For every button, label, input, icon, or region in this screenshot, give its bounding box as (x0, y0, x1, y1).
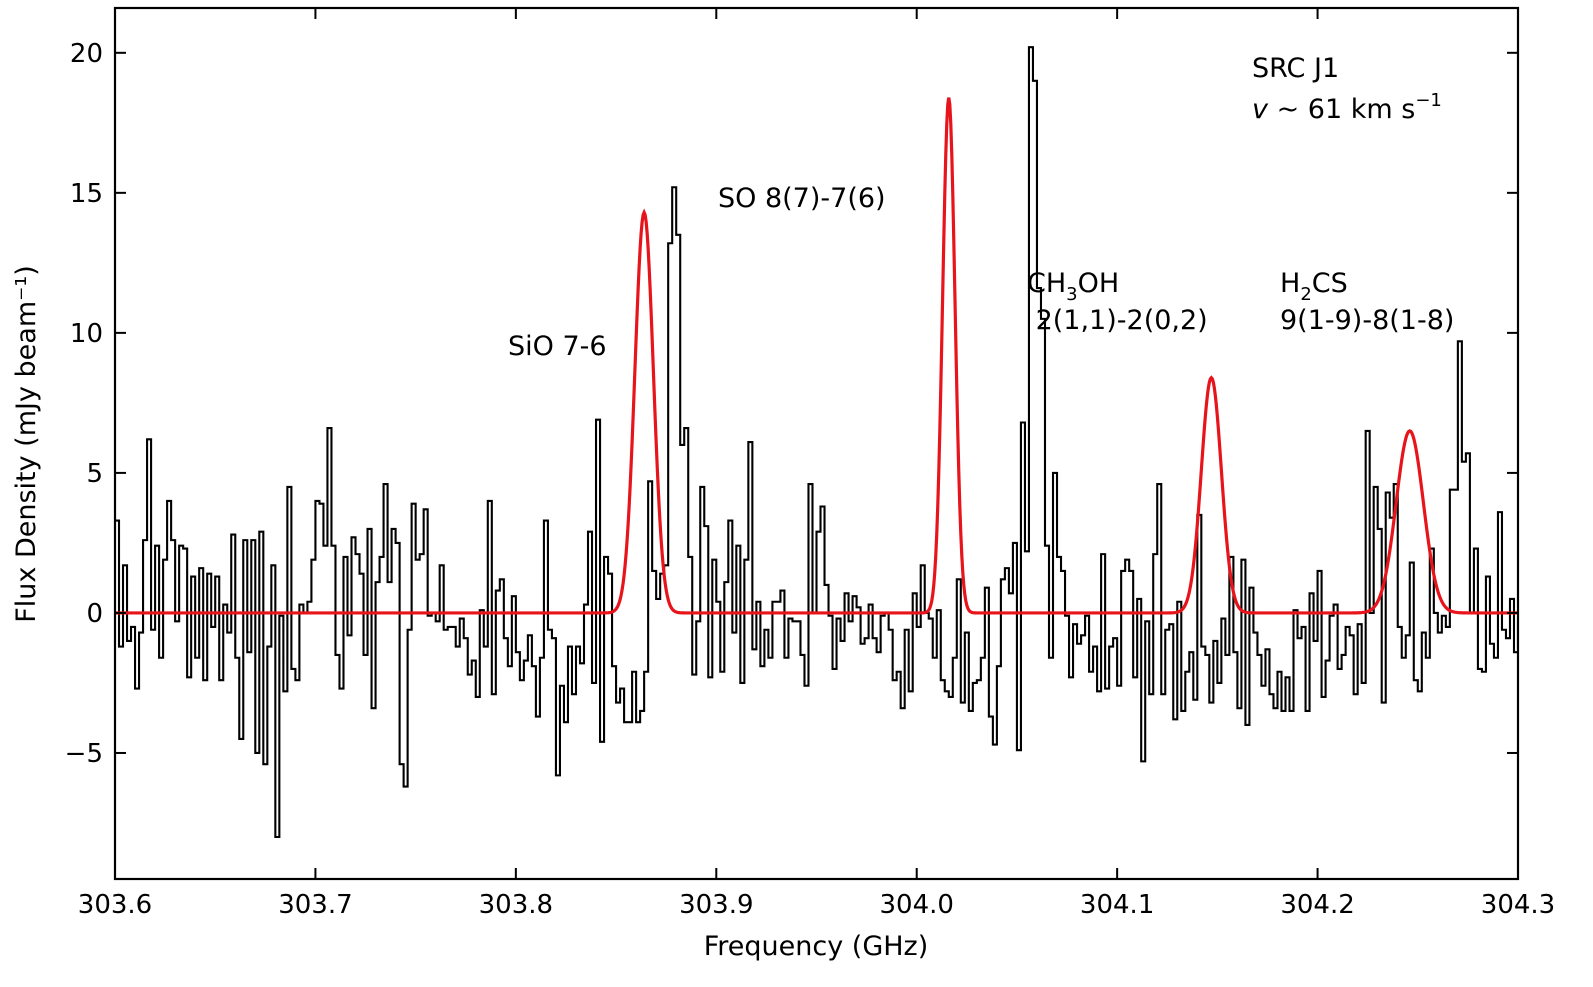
y-tick-label: 20 (70, 39, 103, 69)
y-tick-label: 10 (70, 319, 103, 349)
x-tick-label: 303.7 (278, 890, 352, 920)
x-tick-label: 303.9 (679, 890, 753, 920)
series-layer (115, 46, 1518, 839)
line-label-h2cs: H2CS (1280, 268, 1348, 305)
tick-labels: 303.6 303.7 303.8 303.9 304.0 304.1 304.2 304.3… (65, 39, 1556, 920)
line-label-h2cs-transition: 9(1-9)-8(1-8) (1280, 305, 1454, 336)
line-label-so: SO 8(7)-7(6) (718, 183, 886, 214)
x-tick-label: 304.0 (879, 890, 953, 920)
y-tick-label: 0 (86, 599, 103, 629)
plot-frame (113, 6, 1520, 881)
gaussian-fit-line (115, 97, 1518, 615)
y-tick-label: −5 (65, 739, 103, 769)
y-tick-label: 15 (70, 179, 103, 209)
x-tick-label: 304.2 (1280, 890, 1354, 920)
x-tick-label: 304.3 (1481, 890, 1555, 920)
spectrum-step-line (115, 46, 1518, 839)
line-label-ch3oh: CH3OH (1027, 268, 1119, 305)
y-tick-label: 5 (86, 459, 103, 489)
y-axis-title: Flux Density (mJy beam⁻¹) (11, 265, 42, 623)
line-label-ch3oh-transition: 2(1,1)-2(0,2) (1027, 305, 1208, 336)
x-axis-title: Frequency (GHz) (704, 931, 929, 962)
velocity-label: v ~ 61 km s−1 (1252, 90, 1442, 125)
line-label-sio: SiO 7-6 (508, 331, 607, 362)
x-tick-label: 303.8 (479, 890, 553, 920)
x-tick-label: 304.1 (1080, 890, 1154, 920)
source-label: SRC J1 (1252, 53, 1339, 84)
x-tick-label: 303.6 (78, 890, 152, 920)
